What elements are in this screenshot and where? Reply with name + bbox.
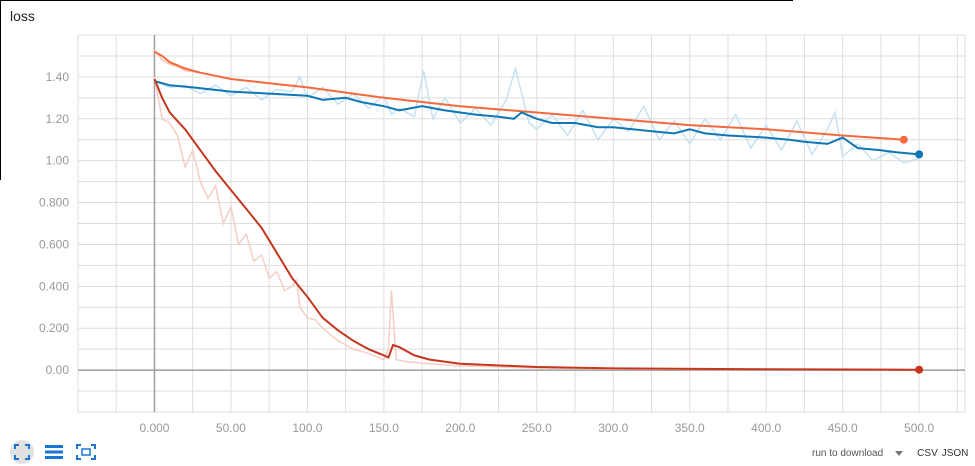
left-rule [0, 0, 1, 180]
end-point-series_b [915, 150, 924, 159]
x-tick-label: 0.000 [139, 421, 169, 435]
fit-domain-button[interactable] [10, 440, 34, 464]
loss-chart[interactable]: 0.000 50.00 100.0 150.0 200.0 250.0 300.0 350.0… [0, 0, 975, 440]
raw-line-series_a [153, 49, 904, 141]
y-tick-label: 1.20 [46, 112, 70, 126]
x-tick-labels: 0.000 50.00 100.0 150.0 200.0 250.0 300.0 350.0… [139, 421, 934, 435]
end-point-series_a [899, 135, 908, 144]
y-tick-labels: 0.00 0.200 0.400 0.600 0.800 1.00 1.20 1.40 [39, 70, 69, 377]
download-csv-link[interactable]: CSV [917, 448, 938, 459]
x-tick-label: 150.0 [369, 421, 399, 435]
y-tick-label: 0.400 [39, 279, 69, 293]
series-end-points [899, 135, 924, 374]
chart-title: loss [10, 8, 35, 24]
raw-line-series_c [153, 76, 920, 371]
download-json-link[interactable]: JSON [941, 448, 969, 459]
chevron-down-icon[interactable] [895, 451, 904, 456]
smoothed-line-series_b [154, 80, 920, 156]
x-tick-label: 200.0 [445, 421, 475, 435]
x-tick-label: 350.0 [675, 421, 705, 435]
x-tick-label: 300.0 [598, 421, 628, 435]
x-tick-label: 450.0 [828, 421, 858, 435]
y-tick-label: 0.600 [39, 237, 69, 251]
expand-chart-button[interactable] [74, 440, 98, 464]
end-point-series_c [915, 365, 924, 374]
download-run-select[interactable]: run to download [812, 448, 884, 459]
x-tick-label: 100.0 [292, 421, 322, 435]
chart-toolbar [10, 440, 98, 464]
raw-line-series_b [154, 65, 920, 164]
toggle-log-scale-icon [45, 445, 63, 459]
x-tick-label: 250.0 [522, 421, 552, 435]
expand-chart-icon [76, 444, 96, 460]
smoothed-series-lines [153, 50, 920, 371]
fit-domain-icon [14, 444, 30, 460]
y-tick-label: 0.00 [46, 363, 70, 377]
y-tick-label: 1.40 [46, 70, 70, 84]
y-tick-label: 0.800 [39, 196, 69, 210]
y-tick-label: 1.00 [46, 154, 70, 168]
y-tick-label: 0.200 [39, 321, 69, 335]
x-tick-label: 400.0 [751, 421, 781, 435]
smoothed-line-series_a [154, 50, 904, 141]
x-tick-label: 50.00 [216, 421, 246, 435]
x-tick-label: 500.0 [904, 421, 934, 435]
smoothed-line-series_c [153, 78, 920, 371]
download-controls: run to download CSV JSON [812, 448, 968, 459]
toggle-log-scale-button[interactable] [42, 440, 66, 464]
top-rule [0, 0, 793, 1]
